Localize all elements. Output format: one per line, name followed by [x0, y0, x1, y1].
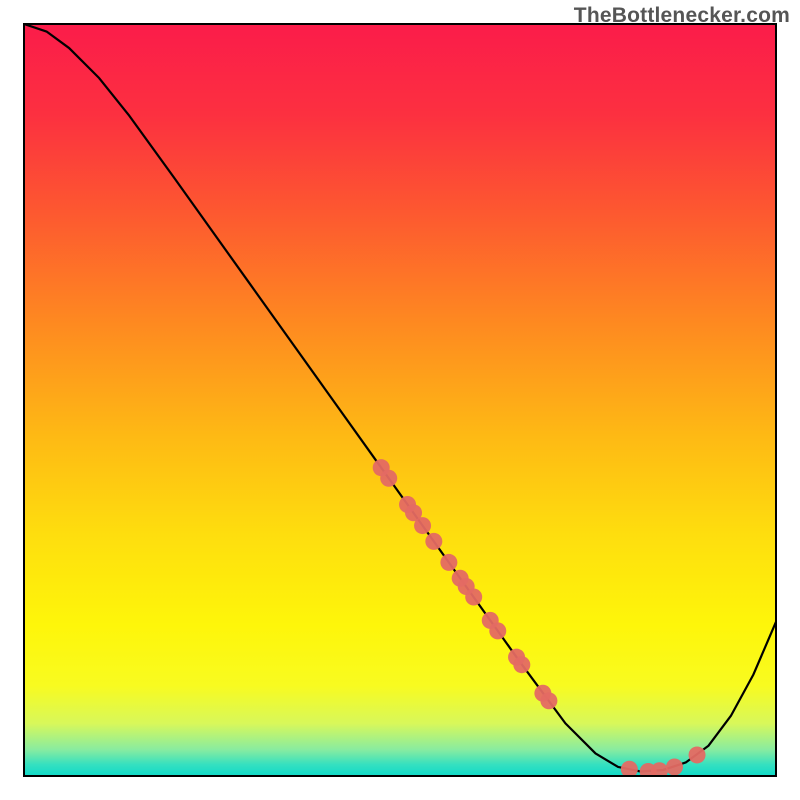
data-marker [689, 746, 706, 763]
gradient-background [24, 24, 776, 776]
data-marker [440, 554, 457, 571]
data-marker [465, 589, 482, 606]
chart-svg [0, 0, 800, 800]
data-marker [489, 622, 506, 639]
data-marker [666, 758, 683, 775]
watermark-text: TheBottlenecker.com [574, 4, 790, 28]
chart-container: TheBottlenecker.com [0, 0, 800, 800]
data-marker [425, 533, 442, 550]
data-marker [380, 470, 397, 487]
data-marker [414, 517, 431, 534]
data-marker [513, 656, 530, 673]
data-marker [540, 692, 557, 709]
